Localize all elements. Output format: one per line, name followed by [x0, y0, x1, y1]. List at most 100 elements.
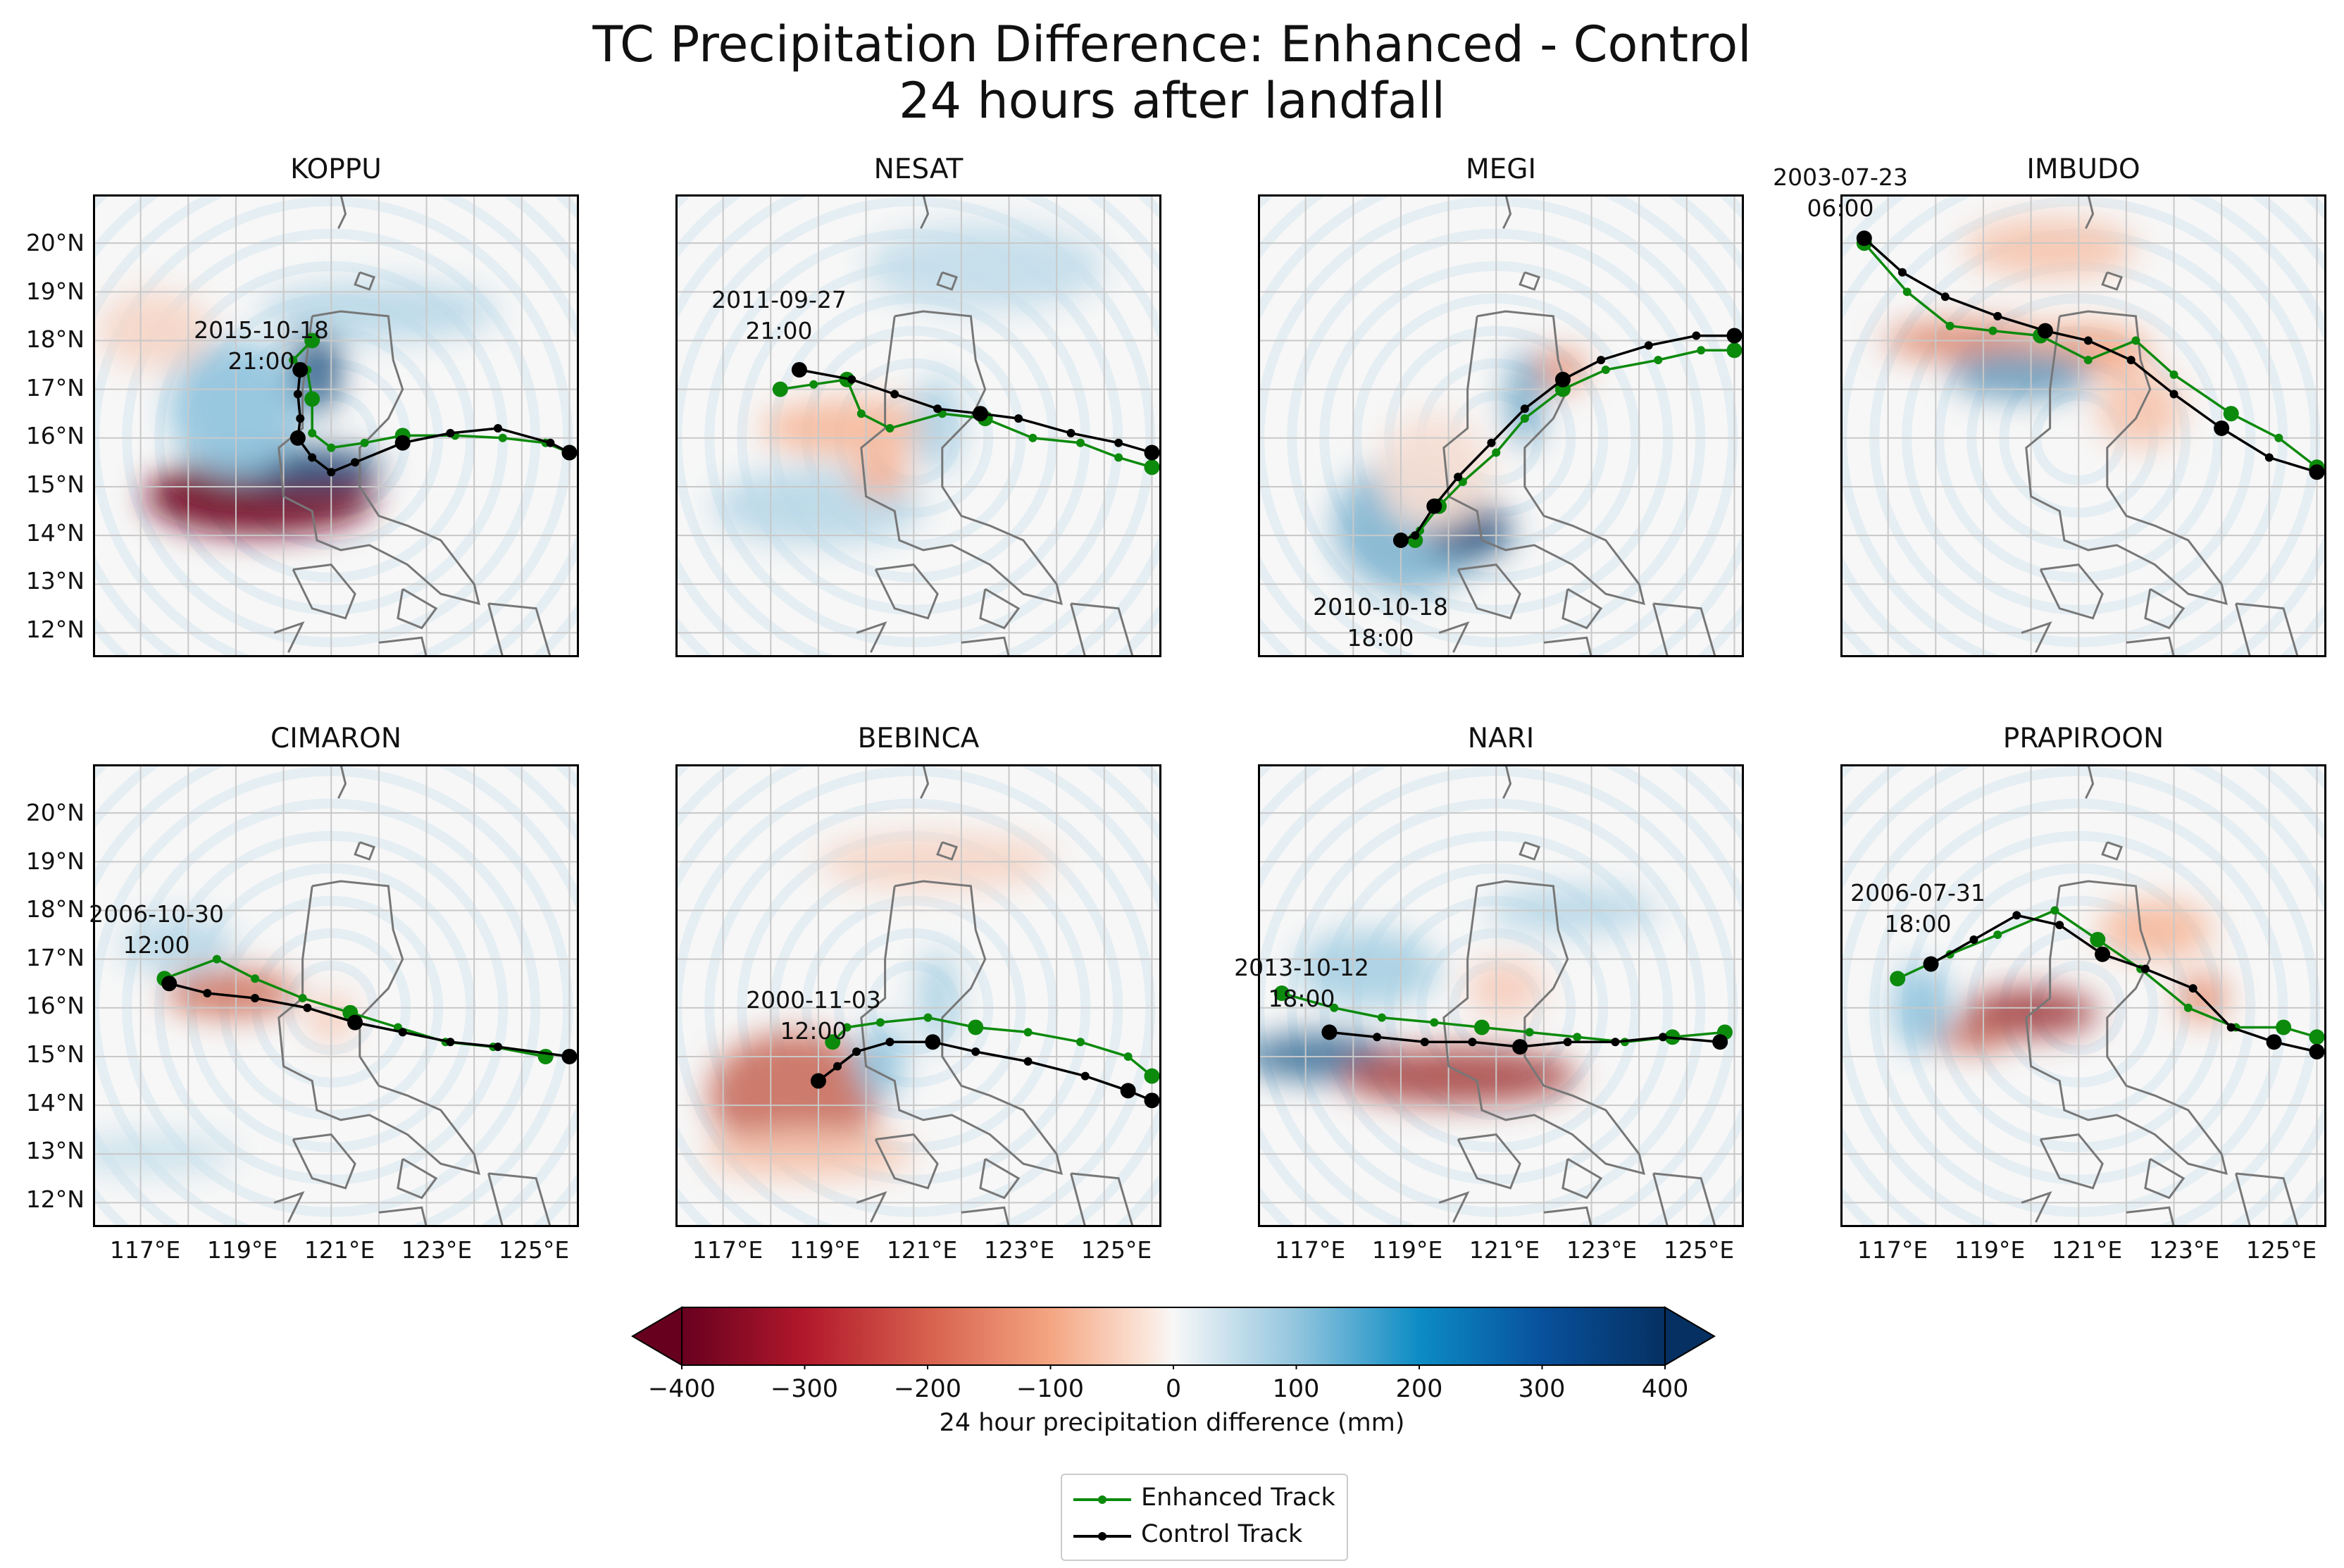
map-panel-imbudo: [1840, 194, 2326, 657]
coastline-island: [1519, 841, 1541, 861]
control-track-point: [2188, 984, 2198, 993]
landfall-annotation-nari: 2013-10-12 18:00: [1196, 952, 1407, 1014]
control-track-point: [1066, 428, 1076, 437]
map-panel-nesat: [675, 194, 1161, 657]
coastline-island: [378, 636, 428, 657]
colorbar-tick-label: 100: [1272, 1375, 1320, 1403]
control-track-point: [1644, 341, 1653, 350]
coastline-island: [2126, 1206, 2175, 1227]
panel-title-prapiroon: PRAPIROON: [2002, 723, 2164, 754]
map-panel-prapiroon: [1840, 764, 2326, 1227]
control-track-point: [293, 390, 302, 399]
enhanced-track-point: [1023, 1028, 1033, 1037]
panel-title-nesat: NESAT: [873, 154, 964, 185]
enhanced-track-point: [2223, 406, 2239, 422]
lat-tick-label: 16°N: [25, 422, 85, 449]
control-track-point: [2266, 1034, 2282, 1050]
colorbar-label: 24 hour precipitation difference (mm): [939, 1409, 1405, 1437]
colorbar-extend-max: [1664, 1306, 1716, 1367]
control-track-point: [1520, 404, 1529, 413]
control-track-point: [1373, 1033, 1382, 1042]
map-panel-nari: [1258, 764, 1744, 1227]
enhanced-track-point: [1076, 438, 1085, 447]
lon-tick-label: 123°E: [1566, 1236, 1638, 1264]
annotation-date: 2006-10-30: [89, 900, 224, 928]
enhanced-track-point: [825, 1034, 841, 1050]
coastline-luzon: [860, 310, 1063, 605]
control-track-point: [833, 1062, 842, 1071]
annotation-time: 12:00: [780, 1017, 847, 1045]
enhanced-track-point: [2183, 1003, 2193, 1012]
precip-anomaly: [914, 374, 961, 473]
coastline-luzon: [2025, 310, 2228, 605]
lon-tick-label: 123°E: [401, 1236, 473, 1264]
coastline-island: [354, 841, 376, 861]
map-frame: [1840, 764, 2326, 1227]
lon-tick-label: 125°E: [498, 1236, 570, 1264]
coastline-luzon: [860, 880, 1063, 1175]
enhanced-track-point: [1144, 459, 1160, 475]
coastline-island: [2039, 564, 2104, 620]
coastline-island: [1457, 564, 1521, 620]
enhanced-track-point: [2050, 906, 2059, 915]
enhanced-track-point: [289, 356, 298, 365]
coastline-island: [936, 271, 959, 291]
control-track-point: [971, 1047, 980, 1057]
coastline-island: [2085, 194, 2095, 230]
control-track-point: [1597, 356, 1606, 365]
control-track-point: [446, 1038, 455, 1047]
control-track-point: [1856, 230, 1872, 247]
control-track-point: [1454, 473, 1463, 482]
annotation-date: 2013-10-12: [1234, 954, 1369, 981]
panel-title-bebinca: BEBINCA: [857, 723, 980, 754]
colorbar-tick-label: 0: [1165, 1375, 1182, 1403]
enhanced-track-line: [1897, 909, 2317, 1038]
colorbar-tick-label: −200: [893, 1375, 962, 1403]
control-track-point: [2309, 1044, 2325, 1060]
enhanced-track-point: [308, 428, 317, 437]
coastline-island: [2101, 271, 2124, 291]
control-track-point: [2083, 336, 2093, 345]
control-track-point: [494, 1043, 502, 1052]
coastline-island: [961, 636, 1010, 657]
enhanced-track-point: [360, 438, 369, 447]
annotation-time: 21:00: [745, 317, 813, 344]
coastline-luzon: [1442, 880, 1645, 1175]
landfall-annotation-nesat: 2011-09-27 21:00: [673, 285, 885, 347]
enhanced-track-point: [1993, 931, 2002, 940]
control-track-point: [1411, 531, 1420, 540]
enhanced-track-point: [772, 381, 788, 397]
precip-anomaly: [852, 457, 909, 497]
coastline-island: [1438, 621, 1470, 653]
lat-tick-label: 12°N: [25, 1186, 85, 1213]
lon-tick-label: 119°E: [206, 1236, 278, 1264]
colorbar-extend-min: [631, 1306, 682, 1367]
coastline-island: [337, 194, 347, 230]
enhanced-track-point: [1492, 448, 1501, 457]
coastline-island: [874, 1133, 939, 1190]
map-frame: [93, 764, 579, 1227]
control-track-point: [847, 375, 856, 384]
lat-tick-label: 17°N: [25, 944, 85, 971]
enhanced-track-point: [856, 409, 866, 418]
precip-field: [1258, 885, 1659, 1106]
enhanced-track-point: [1697, 346, 1706, 355]
panel-title-koppu: KOPPU: [290, 154, 382, 185]
coastline-island: [378, 1206, 428, 1227]
annotation-date: 2011-09-27: [711, 286, 847, 313]
coastline-island: [1457, 1133, 1521, 1190]
map-panel-megi: [1258, 194, 1744, 657]
precip-anomaly: [1467, 959, 1544, 1018]
control-track-point: [2037, 323, 2053, 339]
control-track-point: [1468, 1038, 1477, 1047]
colorbar-gradient: [681, 1307, 1666, 1366]
control-track-point: [1611, 1038, 1620, 1047]
coastline-island: [273, 621, 305, 653]
precip-anomaly: [97, 292, 213, 370]
enhanced-track-point: [2083, 356, 2093, 365]
coastline-island: [1502, 194, 1512, 230]
control-track-point: [1080, 1071, 1090, 1081]
coastline-island: [337, 764, 347, 799]
lat-tick-label: 13°N: [25, 1137, 85, 1164]
annotation-time: 18:00: [1268, 985, 1335, 1012]
